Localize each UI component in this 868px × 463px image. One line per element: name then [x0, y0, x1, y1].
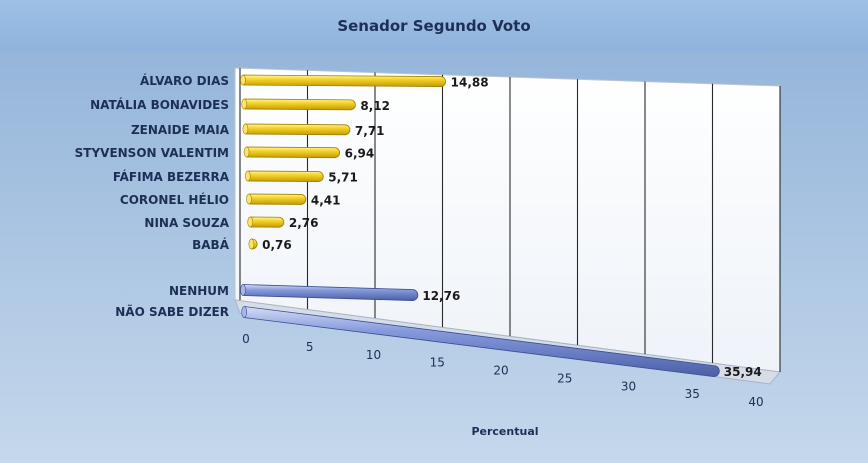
data-label: 12,76 — [422, 289, 460, 303]
bar-cap — [240, 284, 246, 296]
bar — [246, 146, 340, 159]
x-tick-label: 25 — [557, 371, 572, 385]
data-label: 0,76 — [262, 238, 292, 252]
category-label: ÁLVARO DIAS — [140, 73, 229, 88]
bar-cap — [248, 238, 255, 250]
category-label: STYVENSON VALENTIM — [75, 146, 229, 160]
data-label: 2,76 — [289, 216, 319, 230]
labels: 0 5 10 15 20 25 30 35 40 14,88 ÁLVARO DIAS 8,12 NATÁ… — [75, 73, 764, 409]
x-tick-label: 30 — [621, 379, 636, 393]
bar — [248, 193, 307, 205]
x-tick-label: 35 — [685, 387, 700, 401]
x-tick-label: 0 — [242, 332, 250, 346]
category-label: BABÁ — [192, 237, 230, 252]
category-label: NENHUM — [169, 284, 229, 298]
data-label: 4,41 — [311, 193, 341, 207]
bar-cap — [245, 170, 251, 182]
bar — [247, 170, 324, 182]
bar-cap — [240, 74, 246, 86]
x-tick-label: 15 — [430, 356, 445, 370]
category-label: NATÁLIA BONAVIDES — [90, 97, 229, 112]
bars — [240, 74, 720, 377]
data-label: 35,94 — [724, 365, 762, 379]
bar — [243, 306, 720, 377]
x-tick-label: 40 — [748, 395, 763, 409]
data-label: 6,94 — [345, 147, 375, 161]
category-label: NÃO SABE DIZER — [115, 304, 229, 319]
bar — [242, 284, 419, 301]
bar-cap — [246, 193, 252, 205]
bar-cap — [242, 123, 249, 135]
x-tick-label: 20 — [493, 364, 508, 378]
data-label: 7,71 — [355, 124, 385, 138]
data-label: 5,71 — [328, 171, 358, 185]
title-band — [0, 0, 868, 52]
bar — [243, 98, 356, 111]
bar — [242, 74, 446, 87]
bar-cap — [243, 146, 250, 158]
bar-cap — [247, 216, 253, 228]
category-label: NINA SOUZA — [144, 216, 229, 230]
x-axis-label: Percentual — [471, 425, 538, 438]
bar-cap — [241, 98, 247, 110]
grid-lines — [239, 68, 781, 372]
category-label: FÁFIMA BEZERRA — [113, 169, 230, 184]
x-tick-label: 10 — [366, 348, 381, 362]
category-label: CORONEL HÉLIO — [120, 192, 229, 207]
category-label: ZENAIDE MAIA — [131, 123, 230, 137]
bar — [249, 216, 285, 228]
x-tick-label: 5 — [306, 340, 314, 354]
chart-title: Senador Segundo Voto — [337, 17, 530, 35]
bar — [245, 123, 351, 136]
data-label: 14,88 — [451, 76, 489, 90]
data-label: 8,12 — [360, 99, 390, 113]
bar-cap — [241, 306, 247, 318]
